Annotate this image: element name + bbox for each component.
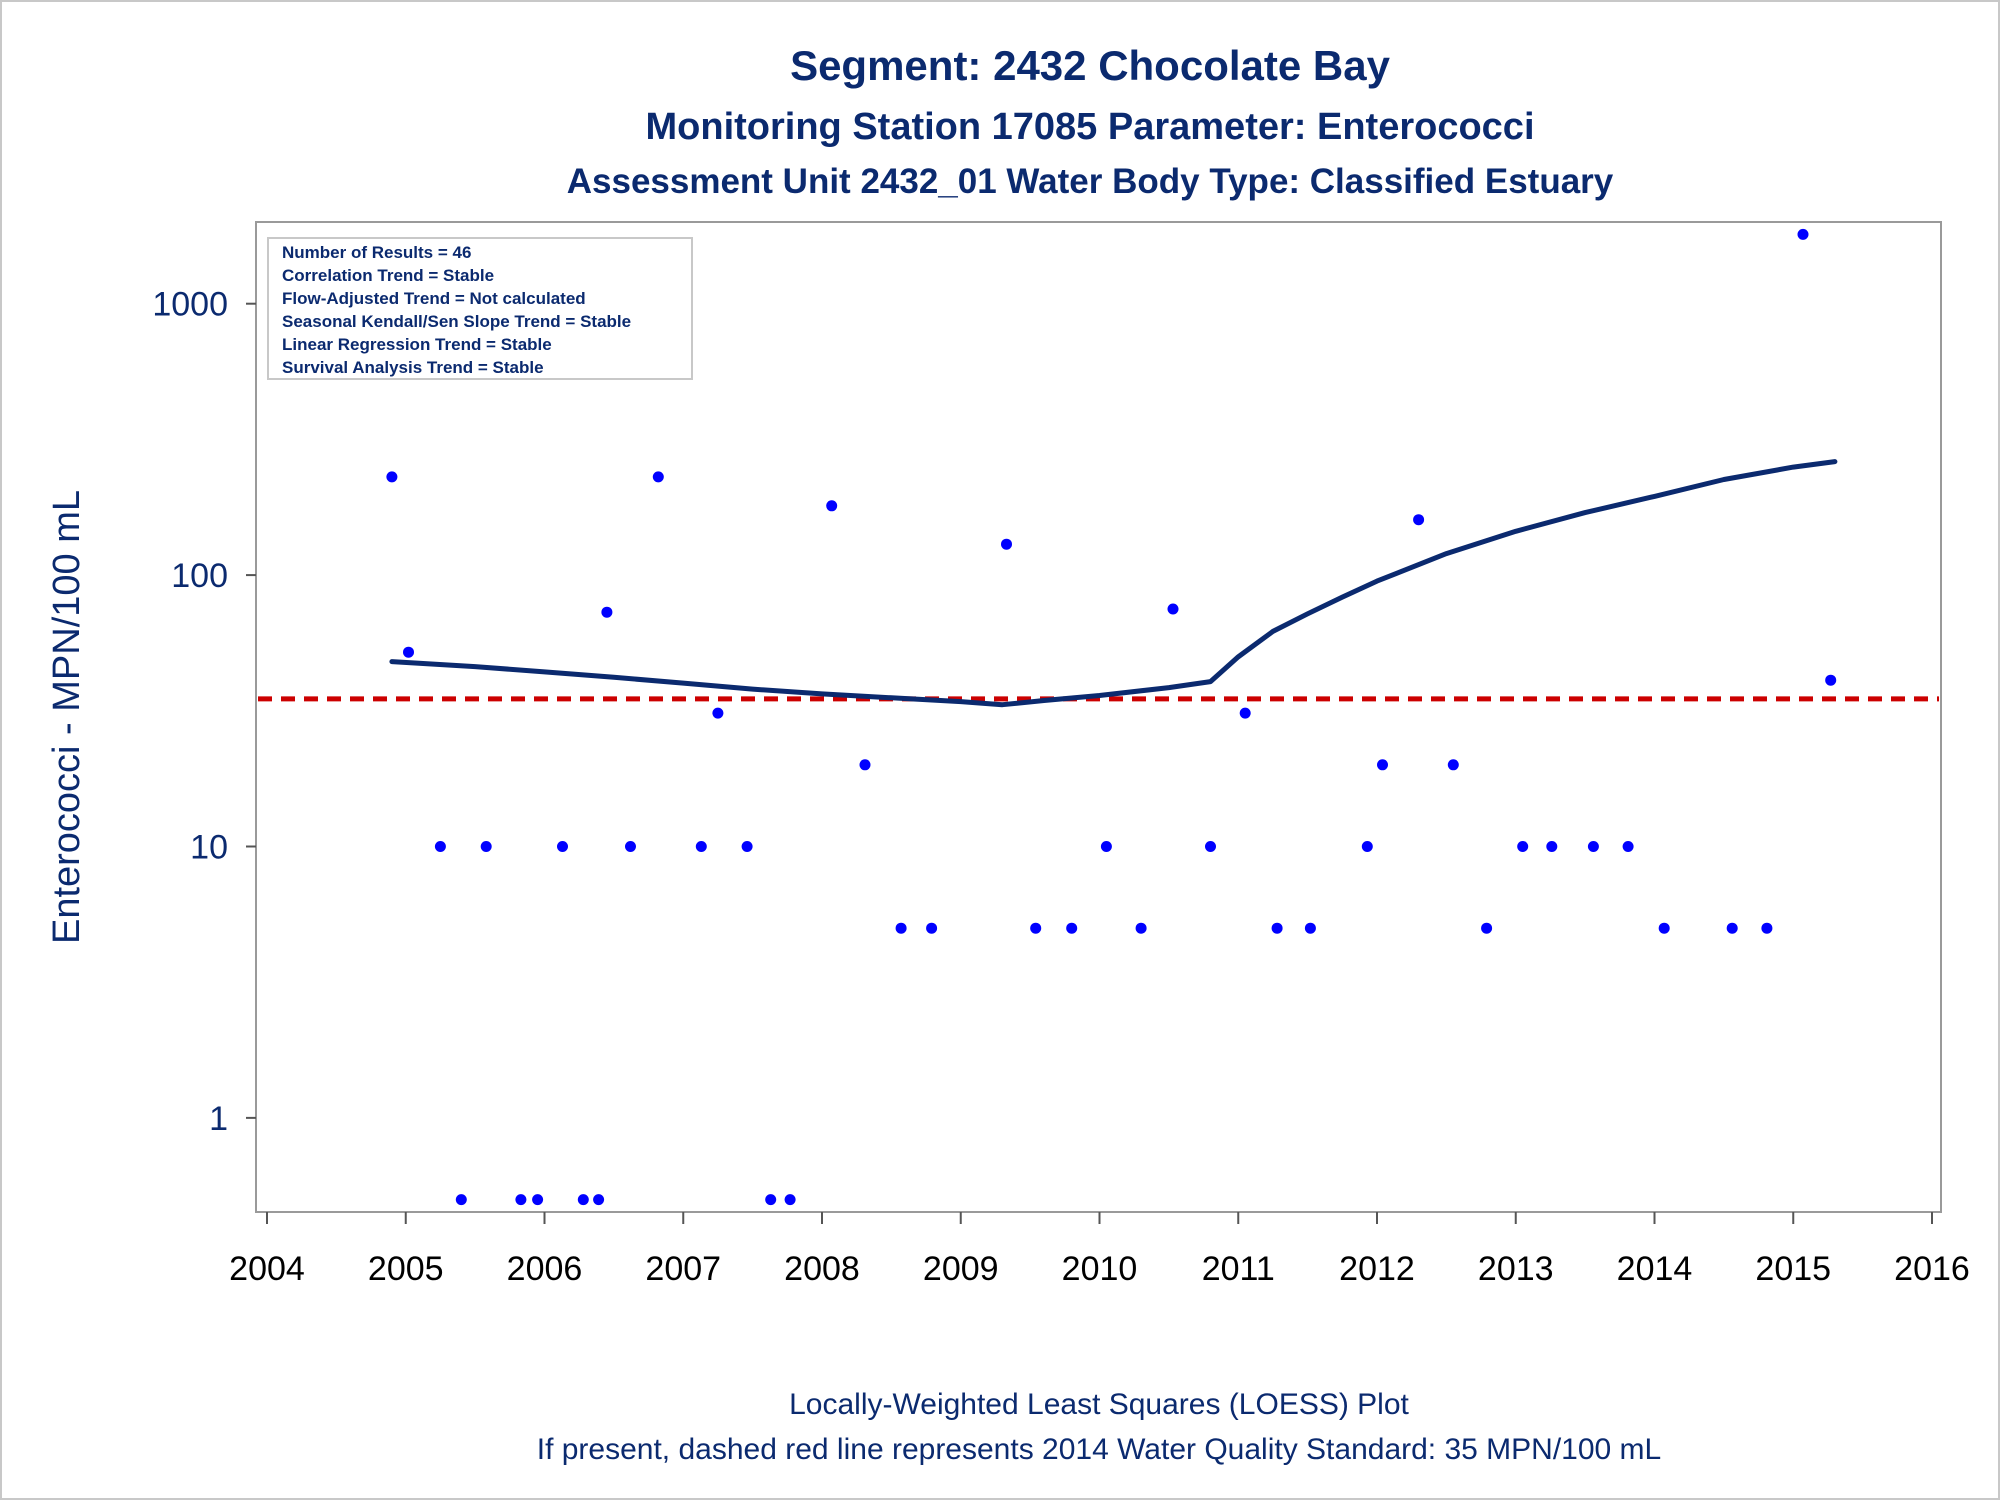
y-tick-label: 1 bbox=[209, 1100, 228, 1138]
chart-subtitle-2: Assessment Unit 2432_01 Water Body Type:… bbox=[567, 162, 1614, 201]
data-point bbox=[1413, 514, 1425, 526]
data-point bbox=[1797, 228, 1809, 240]
data-point bbox=[1447, 759, 1459, 771]
x-tick-label: 2010 bbox=[1062, 1250, 1138, 1288]
data-point bbox=[895, 922, 907, 934]
x-tick-label: 2016 bbox=[1894, 1250, 1970, 1288]
data-point bbox=[1167, 603, 1179, 615]
data-point bbox=[386, 471, 398, 483]
stats-line: Number of Results = 46 bbox=[282, 243, 471, 262]
x-tick-label: 2004 bbox=[229, 1250, 305, 1288]
data-point bbox=[1361, 841, 1373, 852]
data-point bbox=[1271, 922, 1283, 934]
stats-box-border bbox=[267, 237, 693, 380]
data-point bbox=[1825, 674, 1837, 686]
loess-layer bbox=[389, 459, 1838, 708]
data-point bbox=[1205, 841, 1216, 852]
stats-line: Linear Regression Trend = Stable bbox=[282, 335, 552, 354]
chart-subtitle: Monitoring Station 17085 Parameter: Ente… bbox=[645, 106, 1534, 148]
stats-line: Flow-Adjusted Trend = Not calculated bbox=[282, 289, 586, 308]
data-point bbox=[1622, 841, 1634, 852]
x-tick-label: 2008 bbox=[784, 1250, 860, 1288]
chart-title: Segment: 2432 Chocolate Bay bbox=[790, 42, 1391, 89]
data-point bbox=[1761, 922, 1773, 934]
x-tick-label: 2005 bbox=[368, 1250, 444, 1288]
data-point bbox=[1726, 922, 1738, 934]
data-point bbox=[593, 1194, 605, 1206]
data-point bbox=[434, 841, 446, 852]
x-tick-label: 2009 bbox=[923, 1250, 999, 1288]
data-point bbox=[695, 841, 707, 852]
stats-line: Correlation Trend = Stable bbox=[282, 266, 494, 285]
x-tick-label: 2015 bbox=[1755, 1250, 1831, 1288]
stats-box: Number of Results = 46 Correlation Trend… bbox=[267, 237, 693, 380]
data-point bbox=[1587, 841, 1599, 852]
data-point bbox=[741, 841, 753, 852]
data-point bbox=[1100, 841, 1112, 852]
stats-line: Seasonal Kendall/Sen Slope Trend = Stabl… bbox=[282, 312, 631, 331]
data-point bbox=[859, 759, 871, 771]
y-tick-label: 100 bbox=[171, 557, 228, 595]
y-tick-label: 1000 bbox=[152, 286, 228, 324]
footnote-1: Locally-Weighted Least Squares (LOESS) P… bbox=[789, 1388, 1409, 1421]
data-point bbox=[1135, 922, 1147, 934]
data-point bbox=[1030, 922, 1042, 934]
data-point bbox=[480, 841, 492, 852]
y-axis: 1 10 100 1000 bbox=[152, 286, 256, 1138]
data-point bbox=[1658, 922, 1670, 934]
data-point bbox=[712, 707, 724, 719]
data-point bbox=[577, 1194, 589, 1206]
data-point bbox=[532, 1194, 544, 1206]
x-tick-label: 2006 bbox=[507, 1250, 583, 1288]
x-axis: 2004 2005 2006 2007 2008 2009 2010 2011 2012 2013… bbox=[229, 1212, 1970, 1288]
data-point bbox=[765, 1194, 777, 1206]
y-axis-label: Enterococci - MPN/100 mL bbox=[46, 490, 88, 944]
points-layer bbox=[386, 228, 1837, 1206]
data-point bbox=[1546, 841, 1558, 852]
loess-curve bbox=[389, 459, 1838, 708]
data-point bbox=[1377, 759, 1388, 771]
data-point bbox=[455, 1194, 467, 1206]
data-point bbox=[826, 500, 838, 512]
data-point bbox=[1001, 538, 1012, 550]
data-point bbox=[652, 471, 664, 483]
x-tick-label: 2011 bbox=[1202, 1250, 1275, 1288]
data-point bbox=[784, 1194, 796, 1206]
data-point bbox=[403, 646, 414, 658]
x-tick-label: 2014 bbox=[1617, 1250, 1693, 1288]
data-point bbox=[1304, 922, 1316, 934]
data-point bbox=[926, 922, 938, 934]
data-point bbox=[625, 841, 636, 852]
x-tick-label: 2012 bbox=[1339, 1250, 1415, 1288]
data-point bbox=[1066, 922, 1078, 934]
y-tick-label: 10 bbox=[190, 828, 228, 866]
data-point bbox=[1481, 922, 1493, 934]
data-point bbox=[557, 841, 568, 852]
x-tick-label: 2013 bbox=[1478, 1250, 1554, 1288]
data-point bbox=[1239, 707, 1251, 719]
data-point bbox=[601, 606, 613, 618]
data-point bbox=[515, 1194, 527, 1206]
stats-line: Survival Analysis Trend = Stable bbox=[282, 358, 544, 377]
data-point bbox=[1517, 841, 1529, 852]
footnote-2: If present, dashed red line represents 2… bbox=[537, 1433, 1662, 1466]
x-tick-label: 2007 bbox=[645, 1250, 721, 1288]
